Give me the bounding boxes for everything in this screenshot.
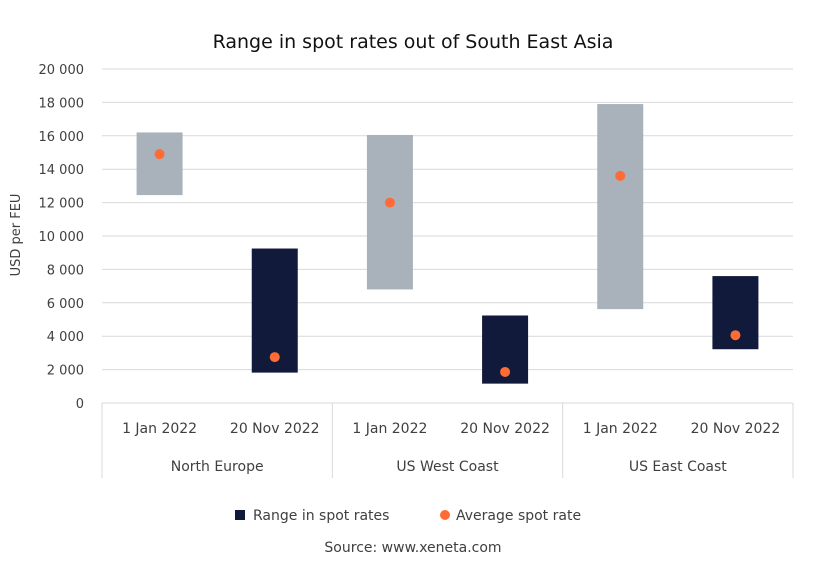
average-dot [500, 366, 511, 377]
average-dot [269, 352, 280, 363]
x-tick-label: 20 Nov 2022 [460, 421, 550, 437]
x-tick-label: 20 Nov 2022 [230, 421, 320, 437]
y-tick-label: 2 000 [47, 364, 84, 379]
source-note: Source: www.xeneta.com [324, 540, 501, 556]
x-tick-label: 1 Jan 2022 [122, 421, 197, 437]
x-tick-label: 1 Jan 2022 [352, 421, 427, 437]
average-dot [615, 170, 626, 181]
x-tick-label: 20 Nov 2022 [691, 421, 781, 437]
y-tick-label: 6 000 [47, 297, 84, 312]
group-label: North Europe [171, 459, 264, 475]
y-tick-label: 20 000 [39, 63, 85, 78]
y-tick-label: 12 000 [39, 197, 85, 212]
y-tick-label: 18 000 [39, 96, 85, 111]
y-axis-label: USD per FEU [9, 194, 24, 277]
y-tick-label: 0 [76, 397, 84, 412]
y-tick-label: 4 000 [47, 330, 84, 345]
legend-label-range: Range in spot rates [253, 508, 389, 524]
group-label: US West Coast [396, 459, 499, 475]
average-dot [384, 197, 395, 208]
chart-title: Range in spot rates out of South East As… [213, 31, 614, 53]
range-bar [136, 132, 183, 196]
range-bar [251, 248, 298, 373]
range-bar [597, 104, 644, 310]
average-dot [154, 149, 165, 160]
y-tick-label: 10 000 [39, 230, 85, 245]
legend-marker-average [440, 510, 450, 520]
y-tick-label: 16 000 [39, 130, 85, 145]
range-bar [366, 134, 413, 290]
x-tick-label: 1 Jan 2022 [583, 421, 658, 437]
average-dot [730, 330, 741, 341]
y-tick-label: 14 000 [39, 163, 85, 178]
group-label: US East Coast [629, 459, 727, 475]
y-tick-label: 8 000 [47, 263, 84, 278]
legend-marker-range [235, 510, 245, 520]
legend-label-average: Average spot rate [456, 508, 581, 524]
